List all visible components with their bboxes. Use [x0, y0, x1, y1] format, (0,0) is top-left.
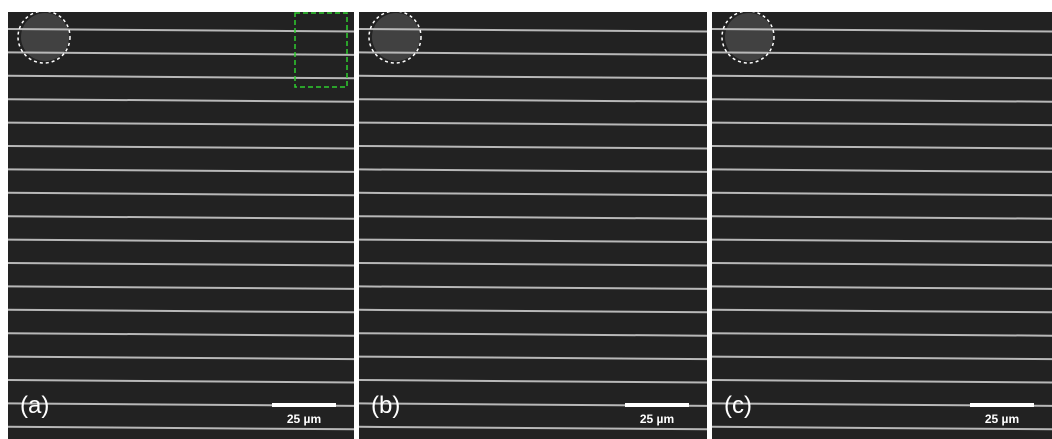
- figure: (a) 25 µm (b) 25 µm (c) 25 µm: [0, 0, 1052, 439]
- bright-spot: [725, 13, 773, 61]
- panel-label: (a): [20, 392, 49, 419]
- scale-bar-label: 25 µm: [640, 412, 674, 426]
- bright-spot: [21, 13, 69, 61]
- panel-label: (c): [724, 392, 752, 419]
- scale-bar: [625, 403, 689, 407]
- panel: (a) 25 µm: [8, 11, 354, 439]
- scale-bar: [272, 403, 336, 407]
- scale-bar-label: 25 µm: [287, 412, 321, 426]
- panel: (b) 25 µm: [359, 11, 707, 439]
- panel-label: (b): [371, 392, 400, 419]
- panel: (c) 25 µm: [712, 11, 1052, 439]
- scale-bar: [970, 403, 1034, 407]
- bright-spot: [372, 13, 420, 61]
- scale-bar-label: 25 µm: [985, 412, 1019, 426]
